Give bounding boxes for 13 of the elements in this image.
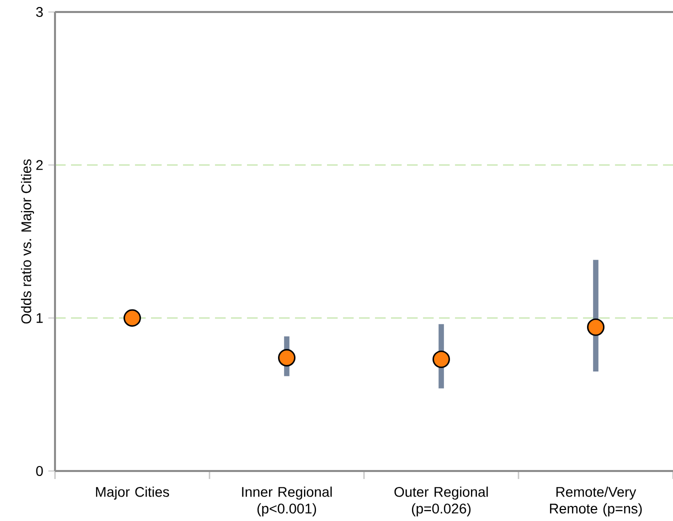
point <box>278 349 296 367</box>
y-axis-title: Odds ratio vs. Major Cities <box>20 159 34 324</box>
y-tick-label: 1 <box>36 313 43 323</box>
y-tick-label: 2 <box>36 160 43 170</box>
x-tick-label: Inner Regional (p<0.001) <box>242 486 332 516</box>
point <box>124 309 141 327</box>
y-tick-label: 3 <box>36 7 43 17</box>
x-tick-label: Outer Regional (p=0.026) <box>394 486 488 516</box>
y-tick-label: 0 <box>36 466 43 476</box>
x-tick-label: Remote/Very Remote (p=ns) <box>550 486 642 516</box>
x-tick-label: Major Cities <box>96 486 170 500</box>
point <box>432 350 450 368</box>
point <box>587 318 604 336</box>
